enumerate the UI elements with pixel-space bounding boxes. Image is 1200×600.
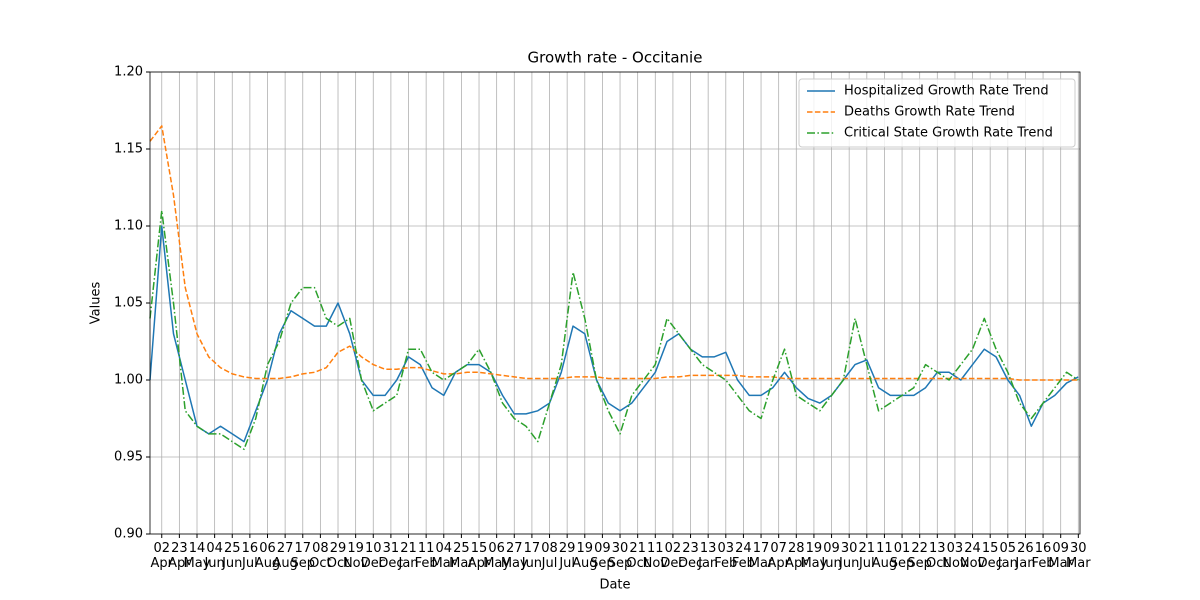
x-tick-label: 02 Dec — [660, 541, 686, 571]
y-tick-label: 1.15 — [114, 142, 143, 157]
x-tick-label: 19 Aug — [572, 541, 598, 571]
y-tick-label: 1.10 — [114, 219, 143, 234]
x-tick-label: 09 Sep — [590, 541, 615, 571]
x-axis-label: Date — [599, 578, 630, 593]
x-tick-label: 21 Jan — [398, 541, 419, 571]
x-tick-label: 09 Mar — [1048, 541, 1073, 571]
x-tick-label: 30 Mar — [1066, 541, 1091, 571]
plot-frame — [149, 71, 1081, 535]
x-tick-label: 24 Feb — [731, 541, 755, 571]
x-tick-label: 06 Aug — [254, 541, 281, 571]
x-tick-label: 23 Apr — [168, 541, 191, 571]
x-tick-label: 21 Oct — [626, 541, 649, 571]
x-tick-label: 11 Aug — [871, 541, 898, 571]
y-tick-label: 1.05 — [114, 296, 143, 311]
x-tick-label: 06 May — [483, 541, 511, 571]
series-line — [149, 125, 1079, 381]
x-tick-label: 16 Jul — [241, 541, 259, 571]
x-tick-label: 07 Apr — [767, 541, 790, 571]
x-tick-label: 11 Feb — [414, 541, 438, 571]
x-tick-label: 29 Oct — [326, 541, 350, 571]
x-tick-label: 14 May — [183, 541, 211, 571]
x-tick-label: 26 Jan — [1015, 541, 1036, 571]
y-tick-label: 1.20 — [114, 65, 143, 80]
x-tick-label: 03 Nov — [942, 541, 968, 571]
x-tick-label: 15 Apr — [467, 541, 491, 571]
x-tick-label: 25 Jun — [222, 541, 243, 571]
legend-label: Deaths Growth Rate Trend — [844, 105, 1015, 120]
y-tick-label: 0.95 — [114, 450, 143, 465]
legend-label: Critical State Growth Rate Trend — [844, 126, 1053, 141]
chart-title: Growth rate - Occitanie — [528, 49, 703, 67]
y-tick-label: 1.00 — [114, 373, 143, 388]
x-tick-label: 22 Sep — [907, 541, 932, 571]
x-tick-label: 11 Nov — [642, 541, 668, 571]
x-tick-label: 31 Dec — [378, 541, 404, 571]
x-tick-label: 16 Feb — [1031, 541, 1055, 571]
legend: Hospitalized Growth Rate Trend Deaths Gro… — [798, 78, 1076, 148]
x-tick-label: 02 Apr — [150, 541, 174, 571]
x-tick-label: 04 Jun — [204, 541, 225, 571]
x-tick-label: 30 Sep — [607, 541, 633, 571]
x-tick-label: 28 Apr — [785, 541, 808, 571]
x-tick-label: 19 May — [800, 541, 828, 571]
x-tick-label: 17 Sep — [290, 541, 315, 571]
x-tick-label: 01 Sep — [889, 541, 915, 571]
x-tick-label: 10 Dec — [360, 541, 386, 571]
x-tick-label: 25 Mar — [449, 541, 474, 571]
x-tick-label: 13 Oct — [926, 541, 949, 571]
x-tick-label: 30 Jun — [839, 541, 860, 571]
x-tick-label: 08 Oct — [309, 541, 332, 571]
y-axis-label: Values — [89, 282, 104, 325]
x-tick-label: 09 Jun — [821, 541, 842, 571]
x-tick-label: 05 Jan — [997, 541, 1018, 571]
x-tick-label: 19 Nov — [342, 541, 369, 571]
series-line — [149, 225, 1079, 443]
x-tick-label: 29 Jul — [558, 541, 576, 571]
x-tick-label: 21 Jul — [858, 541, 876, 571]
x-tick-label: 15 Dec — [977, 541, 1003, 571]
x-tick-label: 24 Nov — [959, 541, 986, 571]
x-tick-label: 04 Mar — [431, 541, 457, 571]
x-tick-label: 17 Jun — [521, 541, 543, 571]
y-tick-label: 0.90 — [114, 527, 143, 542]
x-tick-label: 13 Jan — [698, 541, 719, 571]
x-tick-label: 27 May — [500, 541, 528, 571]
x-tick-label: 17 Mar — [748, 541, 774, 571]
legend-label: Hospitalized Growth Rate Trend — [844, 84, 1049, 99]
legend-box — [798, 78, 1076, 148]
x-tick-label: 23 Dec — [677, 541, 704, 571]
x-tick-label: 27 Aug — [272, 541, 298, 571]
x-tick-label: 03 Feb — [714, 541, 738, 571]
x-tick-label: 08 Jul — [541, 541, 558, 571]
series-line — [149, 209, 1079, 451]
